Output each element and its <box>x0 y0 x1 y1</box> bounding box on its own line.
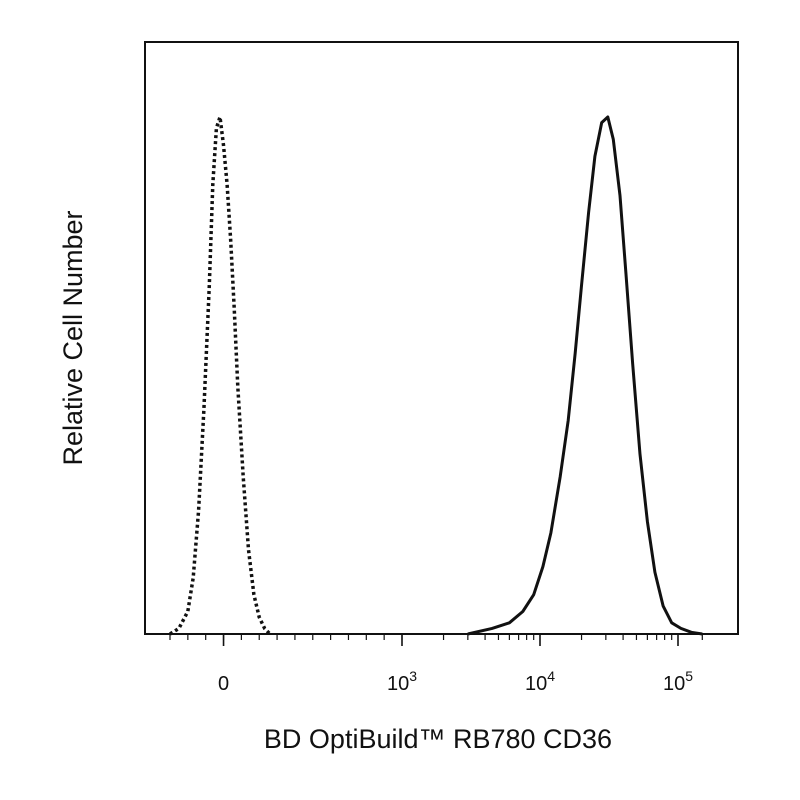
x-major-ticks <box>222 634 679 646</box>
x-tick-labels: 0 103 104 105 <box>218 668 693 695</box>
series-layer <box>169 115 703 636</box>
y-axis-title: Relative Cell Number <box>58 210 88 465</box>
x-tick-label: 104 <box>525 668 555 695</box>
x-tick-label: 105 <box>663 668 693 695</box>
dotted-histogram-line <box>169 115 272 636</box>
solid-histogram-line <box>467 115 703 636</box>
x-tick-label: 103 <box>387 668 417 695</box>
x-tick-label: 0 <box>218 673 229 695</box>
x-axis-title: BD OptiBuild™ RB780 CD36 <box>264 724 612 754</box>
plot-frame <box>144 41 739 635</box>
